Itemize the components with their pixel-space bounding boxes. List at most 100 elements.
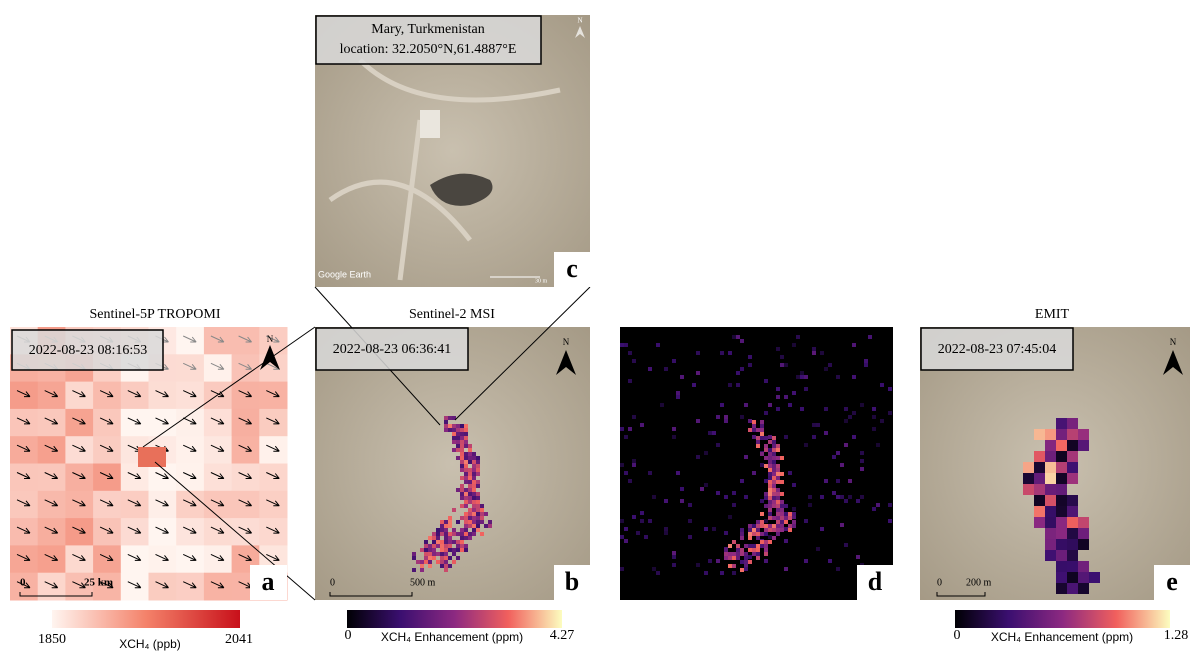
colorbar-min: 0	[954, 628, 961, 643]
plume-pixel	[448, 516, 452, 520]
watermark: Google Earth	[318, 269, 371, 279]
noise-pixel	[720, 571, 724, 575]
noise-pixel	[804, 559, 808, 563]
noise-pixel	[676, 471, 680, 475]
noise-pixel	[840, 495, 844, 499]
plume-pixel	[456, 428, 460, 432]
plume-pixel	[460, 496, 464, 500]
grid-cell	[149, 518, 177, 546]
plume-pixel	[748, 548, 752, 552]
noise-pixel	[784, 395, 788, 399]
noise-pixel	[824, 367, 828, 371]
plume-pixel	[728, 552, 732, 556]
noise-pixel	[804, 519, 808, 523]
noise-pixel	[776, 407, 780, 411]
noise-pixel	[672, 551, 676, 555]
plume-pixel	[468, 520, 472, 524]
noise-pixel	[844, 443, 848, 447]
panel-d-image	[620, 327, 893, 600]
plume-pixel	[444, 532, 448, 536]
grid-cell	[65, 382, 93, 410]
plume-pixel	[476, 464, 480, 468]
noise-pixel	[740, 479, 744, 483]
plume-pixel	[460, 548, 464, 552]
noise-pixel	[880, 419, 884, 423]
noise-pixel	[852, 411, 856, 415]
scale-label: 30 m	[535, 278, 548, 284]
noise-pixel	[804, 387, 808, 391]
plume-pixel	[456, 556, 460, 560]
noise-pixel	[800, 371, 804, 375]
plume-pixel	[452, 436, 456, 440]
plume-pixel	[736, 556, 740, 560]
plume-pixel	[460, 428, 464, 432]
colorbar	[347, 610, 562, 628]
noise-pixel	[796, 335, 800, 339]
plume-pixel	[420, 564, 424, 568]
plume-pixel	[468, 476, 472, 480]
grid-cell	[65, 545, 93, 573]
noise-pixel	[640, 423, 644, 427]
location: Mary, Turkmenistan	[371, 22, 484, 37]
plume-pixel	[1023, 462, 1034, 473]
noise-pixel	[704, 483, 708, 487]
plume-pixel	[472, 520, 476, 524]
plume-pixel	[448, 544, 452, 548]
plume-pixel	[1067, 561, 1078, 572]
plume-pixel	[440, 524, 444, 528]
plume-pixel	[752, 524, 756, 528]
plume-pixel	[432, 552, 436, 556]
plume-pixel	[432, 548, 436, 552]
noise-pixel	[652, 567, 656, 571]
plume-pixel	[464, 524, 468, 528]
plume-pixel	[772, 484, 776, 488]
plume-pixel	[420, 548, 424, 552]
plume-pixel	[468, 468, 472, 472]
noise-pixel	[764, 411, 768, 415]
grid-cell	[93, 409, 121, 437]
noise-pixel	[860, 467, 864, 471]
plume-pixel	[460, 444, 464, 448]
plume-pixel	[1078, 429, 1089, 440]
plume-pixel	[768, 508, 772, 512]
plume-pixel	[1045, 429, 1056, 440]
plume-pixel	[464, 464, 468, 468]
plume-pixel	[472, 464, 476, 468]
plume-pixel	[476, 500, 480, 504]
plume-pixel	[780, 508, 784, 512]
plume-pixel	[744, 556, 748, 560]
grid-cell	[93, 545, 121, 573]
plume-pixel	[428, 552, 432, 556]
noise-pixel	[876, 503, 880, 507]
grid-cell	[232, 382, 260, 410]
plume-pixel	[476, 528, 480, 532]
noise-pixel	[744, 567, 748, 571]
plume-pixel	[756, 528, 760, 532]
plume-pixel	[776, 472, 780, 476]
plume-pixel	[476, 468, 480, 472]
noise-pixel	[832, 455, 836, 459]
plume-pixel	[736, 548, 740, 552]
grid-cell	[38, 545, 66, 573]
plume-pixel	[452, 532, 456, 536]
noise-pixel	[816, 423, 820, 427]
plume-pixel	[432, 536, 436, 540]
plume-pixel	[472, 512, 476, 516]
plume-pixel	[480, 532, 484, 536]
noise-pixel	[728, 515, 732, 519]
plume-pixel	[756, 532, 760, 536]
grid-cell	[38, 409, 66, 437]
plume-pixel	[776, 464, 780, 468]
plume-pixel	[776, 480, 780, 484]
plume-pixel	[784, 504, 788, 508]
plume-pixel	[1067, 451, 1078, 462]
plume-pixel	[440, 564, 444, 568]
scale-label: 0	[20, 577, 26, 589]
noise-pixel	[848, 415, 852, 419]
noise-pixel	[712, 431, 716, 435]
plume-pixel	[1034, 484, 1045, 495]
grid-cell	[176, 436, 204, 464]
plume-pixel	[772, 476, 776, 480]
plume-pixel	[768, 488, 772, 492]
plume-pixel	[424, 560, 428, 564]
